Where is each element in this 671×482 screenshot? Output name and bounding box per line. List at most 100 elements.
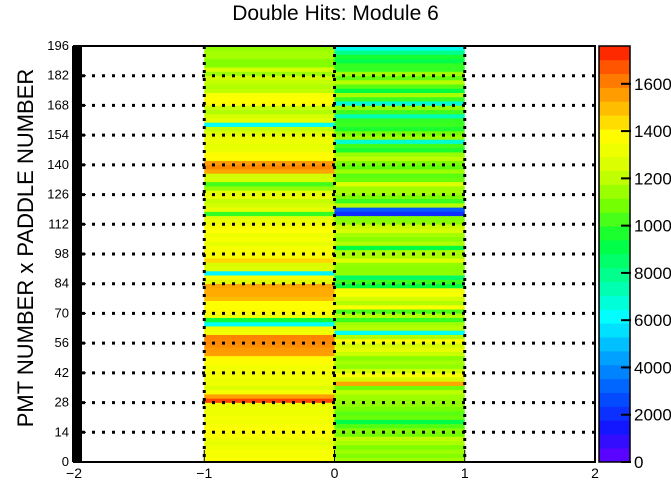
colorbar-segment [599,170,630,185]
heatmap-cell [334,376,465,382]
chart-title: Double Hits: Module 6 [232,2,439,25]
heatmap-cell [334,436,465,442]
colorbar-segment [599,128,630,144]
heatmap-cell [204,49,335,55]
heatmap-cell [204,287,335,293]
heatmap-cell [204,402,335,408]
heatmap-cell [334,364,465,369]
heatmap-cell [204,134,335,140]
heatmap-cell [204,385,335,391]
y-axis-label: PMT NUMBER x PADDLE NUMBER [13,69,38,428]
heatmap-cell [204,66,335,72]
heatmap-cell [334,291,465,297]
heatmap-cell [204,122,335,127]
colorbar-tick-label: 12000 [634,169,671,188]
colorbar-segment [599,392,630,407]
heatmap-cell [334,347,465,352]
colorbar-frame [598,45,631,463]
heatmap-cell [334,279,465,285]
heatmap-cell [334,325,465,331]
heatmap-cell [204,223,335,229]
heatmap-cell [334,164,465,170]
heatmap-cell [334,202,465,208]
colorbar-tick-label: 2000 [634,406,671,425]
colorbar-segment [599,406,630,421]
heatmap-cell [204,83,335,89]
heatmap-cell [204,393,335,399]
heatmap-cell [204,321,335,327]
heatmap-cell [334,117,465,123]
heatmap-cell [204,342,335,348]
heatmap-cell [334,190,465,195]
heatmap-cell [204,168,335,174]
y-tick-label: 168 [47,97,69,112]
heatmap-cell [204,215,335,221]
heatmap-cells [204,45,465,463]
colorbar-tick-label: 0 [634,453,643,472]
heatmap-cell [334,151,465,157]
heatmap-cell [204,262,335,268]
heatmap-cell [334,130,465,136]
heatmap-cell [334,262,465,268]
heatmap-cell [334,444,465,450]
heatmap-cell [204,130,335,136]
x-tick-label: 0 [331,465,339,481]
heatmap-cell [334,62,465,68]
colorbar-segment [599,45,630,61]
heatmap-cell [204,143,335,149]
colorbar-segment [599,59,630,75]
heatmap-cell [204,372,335,378]
heatmap-cell [334,219,465,225]
x-tick-label: −1 [196,465,212,481]
heatmap-cell [334,139,465,144]
colorbar-segment [599,73,630,88]
heatmap-cell [334,304,465,310]
x-tick-label: 2 [591,465,599,481]
heatmap-cell [204,427,335,433]
colorbar-segment [599,212,630,227]
colorbar-tick-label: 10000 [634,217,671,236]
heatmap-cell [334,389,465,395]
heatmap-cell [334,398,465,403]
heatmap-cell [204,100,335,106]
colorbar-segment [599,253,630,269]
y-tick-label: 112 [48,216,69,231]
heatmap-cell [204,296,335,301]
heatmap-cell [204,156,335,161]
heatmap-cell [204,164,335,170]
heatmap-cell [204,79,335,85]
heatmap-cell [204,245,335,251]
colorbar-segment [599,281,630,296]
y-tick-label: 56 [55,335,69,350]
colorbar-segment [599,115,630,130]
heatmap-cell [204,291,335,297]
heatmap-cell [204,173,335,178]
heatmap-cell [204,257,335,263]
colorbar-ticks: 0 2000 4000 6000 8000 10000 12000 14000 16000 [621,75,671,472]
heatmap-cell [334,287,465,293]
heatmap-cell [204,45,335,51]
heatmap-cell [334,45,465,51]
heatmap-cell [334,75,465,81]
heatmap-cell [334,71,465,77]
heatmap-cell [204,71,335,77]
heatmap-cell [204,139,335,144]
heatmap-cell [204,347,335,352]
heatmap-cell [334,351,465,357]
heatmap-cell [334,257,465,263]
heatmap-cell [334,58,465,64]
heatmap-cell [204,389,335,395]
heatmap-cell [204,355,335,361]
heatmap-cell [334,105,465,110]
heatmap-cell [204,232,335,238]
heatmap-cell [334,245,465,251]
heatmap-cell [204,338,335,344]
heatmap-cell [204,185,335,191]
heatmap-cell [334,274,465,280]
heatmap-cell [204,75,335,81]
heatmap-cell [204,317,335,323]
heatmap-cell [334,342,465,348]
heatmap-cell [334,215,465,221]
heatmap-cell [334,313,465,318]
heatmap-cell [334,134,465,140]
